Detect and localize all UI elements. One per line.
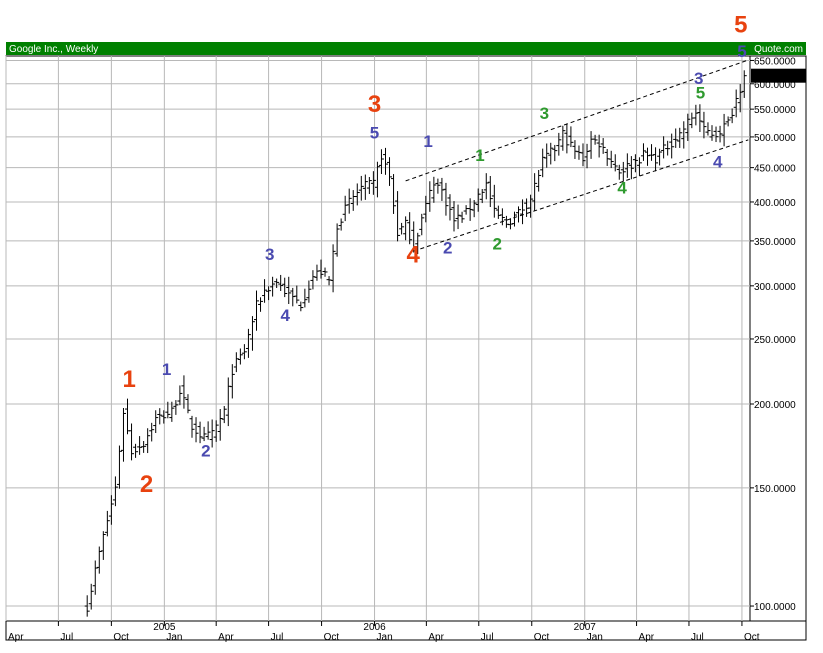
y-tick-label: 650.0000 bbox=[754, 56, 796, 67]
x-tick-label: Oct bbox=[324, 632, 340, 643]
wave-label: 2 bbox=[443, 239, 452, 258]
year-label: 2006 bbox=[363, 622, 386, 633]
x-tick-label: Apr bbox=[428, 632, 444, 643]
chart-title: Google Inc., Weekly bbox=[9, 44, 98, 55]
y-tick-label: 500.0000 bbox=[754, 133, 796, 144]
channel-line bbox=[413, 139, 749, 252]
x-tick-label: Oct bbox=[534, 632, 550, 643]
wave-label: 1 bbox=[162, 360, 171, 379]
last-price-label: 616.8800 bbox=[754, 72, 796, 83]
y-tick-label: 600.0000 bbox=[754, 80, 796, 91]
x-tick-label: Jul bbox=[271, 632, 284, 643]
x-tick-label: Jan bbox=[166, 632, 182, 643]
y-tick-label: 200.0000 bbox=[754, 400, 796, 411]
year-label: 2007 bbox=[574, 622, 597, 633]
wave-label: 2 bbox=[201, 442, 210, 461]
wave-label: 4 bbox=[281, 306, 291, 325]
y-tick-label: 150.0000 bbox=[754, 484, 796, 495]
plot-area bbox=[5, 55, 807, 641]
wave-label: 4 bbox=[713, 153, 723, 172]
wave-label: 3 bbox=[368, 91, 381, 118]
y-tick-label: 550.0000 bbox=[754, 105, 796, 116]
wave-label: 1 bbox=[475, 146, 484, 165]
x-tick-label: Apr bbox=[639, 632, 655, 643]
x-tick-label: Oct bbox=[113, 632, 129, 643]
x-tick-label: Jul bbox=[691, 632, 704, 643]
wave-label: 4 bbox=[406, 241, 420, 268]
axes: 100.0000 150.0000 200.0000 250.0000 300.0000… bbox=[5, 56, 806, 643]
x-tick-label: Oct bbox=[744, 632, 760, 643]
last-price-badge bbox=[751, 68, 806, 83]
wave-label: 3 bbox=[540, 104, 549, 123]
y-tick-label: 250.0000 bbox=[754, 335, 796, 346]
wave-label: 2 bbox=[140, 471, 153, 498]
x-tick-label: Jul bbox=[481, 632, 494, 643]
wave-label: 1 bbox=[123, 366, 136, 393]
x-tick-label: Jan bbox=[377, 632, 393, 643]
y-tick-label: 350.0000 bbox=[754, 237, 796, 248]
x-tick-label: Apr bbox=[8, 632, 24, 643]
trend-channel bbox=[405, 59, 749, 252]
y-tick-label: 400.0000 bbox=[754, 198, 796, 209]
x-tick-label: Jan bbox=[587, 632, 603, 643]
y-tick-label: 300.0000 bbox=[754, 282, 796, 293]
x-tick-label: Jul bbox=[60, 632, 73, 643]
price-bars bbox=[84, 70, 747, 617]
wave-labels: 1 2 3 4 5 1 2 3 4 5 1 2 3 4 5 1 2 3 4 5 bbox=[123, 11, 748, 498]
wave-label: 4 bbox=[617, 178, 627, 197]
brand-label: Quote.com bbox=[754, 44, 803, 55]
wave-label: 2 bbox=[492, 234, 501, 253]
wave-label: 5 bbox=[696, 84, 705, 103]
wave-label: 5 bbox=[737, 42, 746, 61]
wave-label: 1 bbox=[423, 132, 432, 151]
year-label: 2005 bbox=[153, 622, 176, 633]
wave-label: 3 bbox=[265, 245, 274, 264]
x-tick-label: Apr bbox=[218, 632, 234, 643]
wave-label: 5 bbox=[370, 124, 379, 143]
wave-label: 5 bbox=[734, 11, 747, 38]
y-tick-label: 100.0000 bbox=[754, 602, 796, 613]
title-bar bbox=[6, 42, 806, 55]
y-tick-label: 450.0000 bbox=[754, 164, 796, 175]
wave-label: 3 bbox=[694, 69, 703, 88]
channel-line bbox=[405, 59, 749, 182]
